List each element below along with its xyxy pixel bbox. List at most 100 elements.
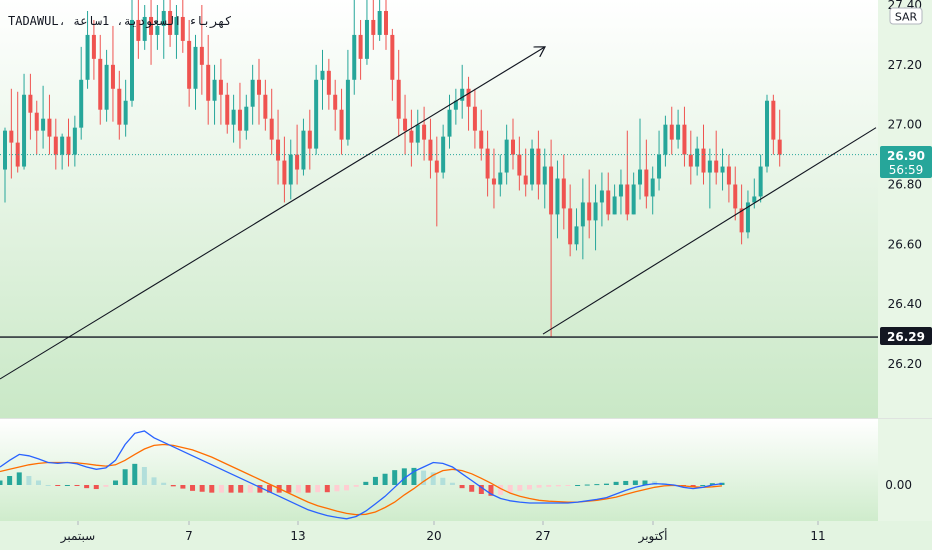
macd-histogram-bar [488,485,494,496]
macd-histogram-bar [392,470,398,485]
macd-histogram-bar [0,480,3,485]
macd-histogram-bar [315,485,321,493]
macd-histogram-bar [84,485,90,489]
macd-histogram-bar [344,485,350,491]
macd-histogram-bar [565,485,571,486]
macd-histogram-bar [353,485,359,487]
candle-body [536,148,541,185]
candle-body [765,100,769,167]
macd-histogram-bar [469,485,475,492]
candle-body [561,178,566,209]
candle-body [739,208,744,233]
price-pane-background [0,0,878,418]
macd-histogram-bar [305,485,311,493]
candle-body [231,109,236,125]
candle-body [22,94,27,167]
price-axis-background [878,0,932,521]
axes-layer: 27.4027.2027.0026.8026.6026.4026.20سبتمب… [60,0,922,544]
macd-histogram-bar [267,485,273,493]
candle-body [339,109,344,140]
macd-histogram-bar [132,463,138,485]
macd-histogram-bar [536,485,542,488]
macd-histogram-bar [257,485,263,493]
candle-body [98,58,103,110]
macd-histogram-bar [161,482,167,485]
macd-histogram-bar [324,485,330,493]
candle-body [377,10,382,35]
currency-label: SAR [895,11,918,24]
candle-body [777,139,782,155]
candle-body [511,139,515,155]
macd-histogram-bar [498,485,504,495]
macd-histogram-bar [286,485,292,493]
candle-body [415,124,420,143]
candle-body [441,136,446,173]
level-tag: 26.29 [880,327,932,345]
candle-body [110,64,115,89]
candle-body [625,184,630,215]
candle-body [104,64,109,110]
macd-histogram-bar [709,483,715,485]
macd-histogram-bar [478,485,484,494]
candle-body [3,130,7,170]
candle-body [574,226,579,245]
price-tick-label: 26.40 [888,297,922,311]
time-tick-label: 11 [810,529,825,543]
level-tag-value: 26.29 [887,330,925,344]
macd-histogram-bar [372,476,378,485]
macd-histogram-bar [228,485,234,493]
macd-histogram-bar [199,485,205,492]
macd-histogram-bar [546,485,552,487]
currency-button[interactable]: SAR [889,7,923,25]
time-tick-label: 13 [290,529,305,543]
macd-histogram-bar [700,485,706,486]
candle-body [358,34,363,59]
candle-body [752,196,757,203]
macd-histogram-bar [93,485,99,490]
macd-histogram-bar [507,485,513,493]
macd-histogram-bar [440,477,446,485]
candle-body [745,202,750,233]
price-tick-label: 27.00 [888,118,922,132]
candle-body [276,139,281,161]
candle-body [720,166,725,173]
candle-body [434,160,439,173]
candle-body [384,10,388,35]
candle-body [314,79,319,149]
candle-body [307,130,312,149]
candle-body [117,88,122,125]
candle-body [466,88,471,107]
macd-histogram-bar [555,485,561,487]
candle-body [237,109,242,131]
candle-body [352,34,357,80]
candle-body [688,154,693,167]
candle-body [218,79,223,95]
candle-body [707,160,712,173]
candle-body [453,100,458,110]
macd-layer [0,430,725,520]
candle-body [409,130,414,143]
candle-body [345,79,350,140]
time-axis-background [0,521,932,550]
price-tick-label: 26.80 [888,178,922,192]
candle-body [187,40,192,89]
candle-body [295,154,300,170]
time-tick-label: 27 [535,529,550,543]
level-tag-box [880,327,932,345]
candle-body [587,202,592,221]
last-price-tag-box [880,146,932,178]
candle-body [371,19,376,35]
candle-body [460,88,465,101]
candle-body [612,196,617,215]
macd-histogram-bar [575,485,581,486]
macd-histogram-bar [401,468,407,485]
last-price-tag: 26.90 56:59 [880,146,932,178]
candle-body [66,136,71,155]
candle-body [390,34,395,80]
candle-body [733,184,738,209]
candle-body [320,70,325,80]
candle-body [168,10,173,35]
macd-zero-label: 0.00 [885,478,912,492]
candle-body [142,16,147,41]
